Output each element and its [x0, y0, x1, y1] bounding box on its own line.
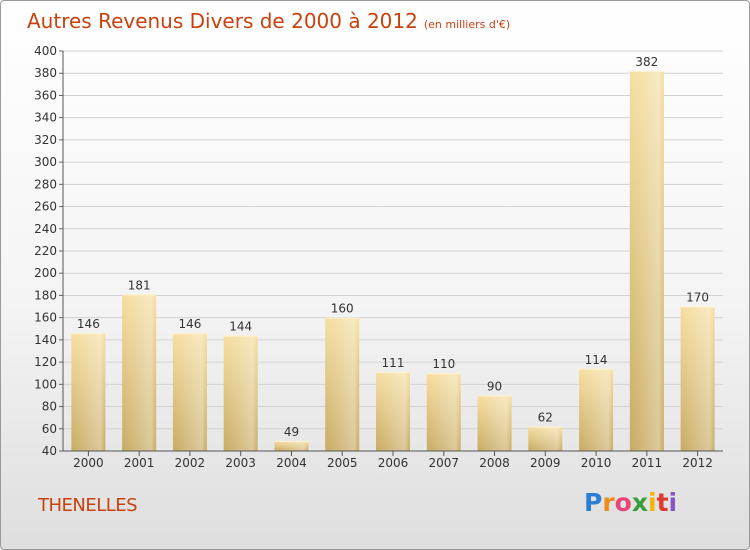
bar-group	[528, 426, 563, 451]
y-tick-label: 300	[34, 155, 57, 169]
logo-letter: r	[602, 488, 615, 517]
data-label: 144	[229, 319, 252, 333]
x-tick-label: 2006	[378, 456, 409, 470]
data-label: 111	[382, 356, 405, 370]
x-tick-label: 2004	[276, 456, 307, 470]
y-tick-label: 340	[34, 111, 57, 125]
bar-group	[376, 372, 410, 451]
y-tick-label: 260	[34, 200, 57, 214]
y-tick-label: 100	[34, 377, 57, 391]
bar-highlight	[172, 333, 207, 451]
x-tick-label: 2011	[632, 456, 663, 470]
bar-group	[629, 71, 664, 451]
bar-group	[223, 335, 258, 451]
bar-group	[274, 441, 309, 451]
x-tick-label: 2003	[225, 456, 256, 470]
bar-highlight	[629, 71, 664, 451]
bar-group	[477, 395, 512, 451]
data-label: 146	[77, 317, 100, 331]
y-tick-label: 120	[34, 355, 57, 369]
bar-highlight	[274, 441, 309, 451]
x-tick-label: 2009	[530, 456, 561, 470]
bar-highlight	[376, 372, 410, 451]
bar-highlight	[579, 368, 614, 451]
x-tick-label: 2001	[124, 456, 155, 470]
logo-letter: P	[584, 488, 603, 517]
logo-letter: o	[614, 488, 632, 517]
bar-group	[579, 368, 614, 451]
y-tick-label: 400	[34, 44, 57, 58]
logo-letter: t	[656, 488, 669, 517]
bar-group	[680, 306, 715, 451]
y-tick-label: 200	[34, 266, 57, 280]
data-label: 49	[284, 425, 299, 439]
y-tick-label: 280	[34, 177, 57, 191]
x-tick-label: 2000	[73, 456, 104, 470]
data-label: 170	[686, 291, 709, 305]
bar-highlight	[122, 294, 157, 451]
bar-highlight	[680, 306, 715, 451]
y-tick-label: 320	[34, 133, 57, 147]
bar-highlight	[71, 333, 106, 451]
x-tick-label: 2002	[175, 456, 206, 470]
data-label: 160	[331, 302, 354, 316]
bar-highlight	[528, 426, 563, 451]
proxiti-logo: Proxiti	[584, 488, 677, 517]
bar-highlight	[426, 373, 461, 451]
chart-subtitle: (en milliers d'€)	[423, 18, 511, 31]
data-label: 90	[487, 379, 502, 393]
bars: 146 181 146 144 49 160 111 110 90 62 114 382 170	[71, 55, 715, 451]
x-tick-label: 2010	[581, 456, 612, 470]
x-tick-label: 2007	[428, 456, 459, 470]
y-tick-label: 380	[34, 66, 57, 80]
x-axis: 2000 2001 2002 2003 2004 2005 2006 2007 2008 2009…	[63, 450, 723, 470]
y-tick-label: 160	[34, 311, 57, 325]
x-tick-label: 2005	[327, 456, 358, 470]
data-label: 146	[178, 317, 201, 331]
bar-group	[426, 373, 461, 451]
logo-letter: i	[648, 488, 657, 517]
y-tick-label: 80	[42, 400, 57, 414]
y-axis: 40 60 80 100 120 140 160 180 200 220 240 260 280 300 3…	[34, 44, 64, 458]
y-tick-label: 180	[34, 288, 57, 302]
data-label: 181	[128, 278, 151, 292]
bar-highlight	[477, 395, 512, 451]
y-tick-label: 240	[34, 222, 57, 236]
data-label: 62	[538, 411, 553, 425]
y-tick-label: 40	[42, 444, 57, 458]
logo-letter: x	[631, 488, 648, 517]
bar-group	[172, 333, 207, 451]
bar-highlight	[325, 317, 360, 451]
y-tick-label: 360	[34, 88, 57, 102]
y-tick-label: 140	[34, 333, 57, 347]
x-tick-label: 2008	[479, 456, 510, 470]
title-text: Autres Revenus Divers de 2000 à 2012	[27, 9, 418, 33]
bar-group	[122, 294, 157, 451]
y-tick-label: 60	[42, 422, 57, 436]
data-label: 110	[432, 357, 455, 371]
x-tick-label: 2012	[682, 456, 713, 470]
chart-title: Autres Revenus Divers de 2000 à 2012 (en …	[27, 9, 510, 33]
bar-highlight	[223, 335, 258, 451]
data-label: 382	[635, 55, 658, 69]
bar-group	[325, 317, 360, 451]
data-label: 114	[585, 353, 608, 367]
bar-group	[71, 333, 106, 451]
logo-letter: i	[668, 488, 678, 517]
place-name: THENELLES	[38, 495, 138, 516]
y-tick-label: 220	[34, 244, 57, 258]
